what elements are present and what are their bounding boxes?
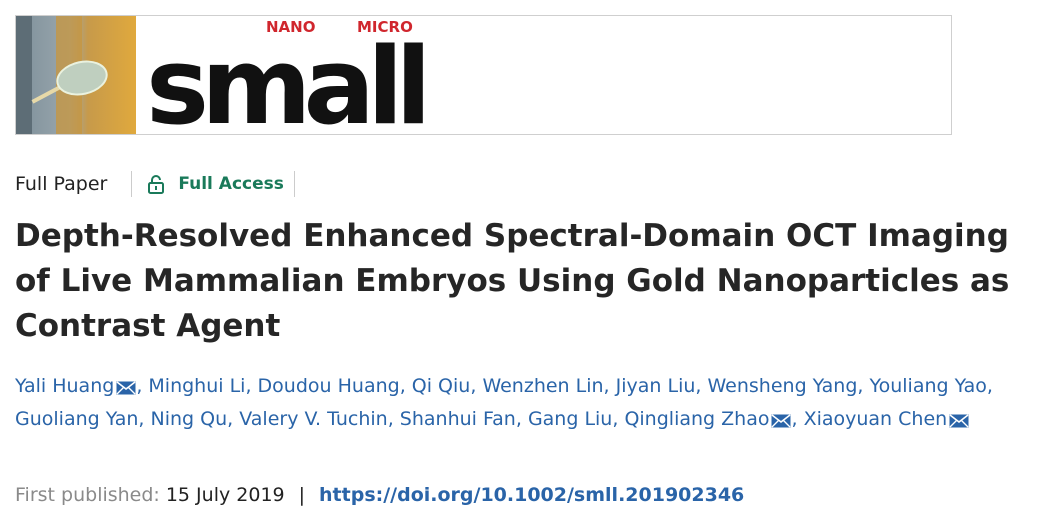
author-name: Doudou Huang [257, 375, 400, 397]
author-link[interactable]: Wensheng Yang [708, 375, 858, 397]
article-meta-row: Full Paper Full Access [15, 170, 295, 198]
journal-cover-art [16, 16, 136, 134]
brand-nano: NANO [266, 18, 316, 36]
lock-open-icon [148, 174, 165, 194]
divider [131, 171, 133, 197]
email-icon[interactable] [116, 374, 136, 404]
author-link[interactable]: Guoliang Yan [15, 408, 138, 430]
author-name: Gang Liu [527, 408, 613, 430]
author-separator: , [470, 375, 483, 397]
author-name: Minghui Li [148, 375, 246, 397]
author-link[interactable]: Qi Qiu [412, 375, 471, 397]
email-icon[interactable] [949, 407, 969, 437]
author-link[interactable]: Minghui Li [148, 375, 245, 397]
author-name: Youliang Yao [869, 375, 987, 397]
author-separator: , [857, 375, 870, 397]
author-name: Valery V. Tuchin [239, 408, 388, 430]
author-name: Jiyan Liu [615, 375, 696, 397]
author-name: Yali Huang [15, 375, 115, 397]
author-separator: , [227, 408, 240, 430]
journal-logo-word: small [146, 25, 432, 135]
author-name: Xiaoyuan Chen [803, 408, 948, 430]
author-name: Ning Qu [150, 408, 228, 430]
author-link[interactable]: Gang Liu [528, 408, 612, 430]
doi-link[interactable]: https://doi.org/10.1002/smll.201902346 [319, 484, 745, 506]
author-link[interactable]: Valery V. Tuchin [239, 408, 387, 430]
paper-type: Full Paper [15, 173, 108, 195]
article-title: Depth‐Resolved Enhanced Spectral‐Domain … [15, 218, 1010, 344]
publication-info: First published: 15 July 2019 | https://… [15, 484, 744, 506]
author-name: Wensheng Yang [707, 375, 858, 397]
author-separator: , [603, 375, 616, 397]
author-separator: , [245, 375, 258, 397]
author-link[interactable]: Yali Huang [15, 375, 136, 397]
separator: | [298, 484, 306, 506]
author-name: Guoliang Yan [15, 408, 139, 430]
access-badge: Full Access [148, 174, 284, 194]
author-link[interactable]: Jiyan Liu [616, 375, 696, 397]
access-label: Full Access [178, 174, 284, 194]
first-published-label: First published: [15, 484, 160, 506]
author-separator: , [791, 408, 804, 430]
author-separator: , [612, 408, 625, 430]
email-icon[interactable] [771, 407, 791, 437]
author-link[interactable]: Doudou Huang [258, 375, 400, 397]
author-link[interactable]: Youliang Yao [870, 375, 987, 397]
author-name: Qi Qiu [411, 375, 471, 397]
author-separator: , [986, 375, 993, 397]
author-name: Shanhui Fan [399, 408, 516, 430]
brand-micro: MICRO [357, 18, 413, 36]
journal-banner[interactable]: NANO MICRO small [15, 15, 952, 135]
author-separator: , [387, 408, 400, 430]
author-link[interactable]: Shanhui Fan [400, 408, 516, 430]
author-link[interactable]: Xiaoyuan Chen [804, 408, 970, 430]
author-name: Qingliang Zhao [624, 408, 770, 430]
author-separator: , [695, 375, 708, 397]
divider [293, 171, 295, 197]
author-list: Yali Huang, Minghui Li, Doudou Huang, Qi… [15, 371, 1025, 437]
author-link[interactable]: Wenzhen Lin [482, 375, 603, 397]
author-separator: , [399, 375, 412, 397]
author-separator: , [138, 408, 151, 430]
author-link[interactable]: Ning Qu [151, 408, 228, 430]
publication-date: 15 July 2019 [165, 484, 285, 506]
author-separator: , [515, 408, 528, 430]
author-link[interactable]: Qingliang Zhao [624, 408, 791, 430]
author-separator: , [136, 375, 149, 397]
author-name: Wenzhen Lin [482, 375, 604, 397]
